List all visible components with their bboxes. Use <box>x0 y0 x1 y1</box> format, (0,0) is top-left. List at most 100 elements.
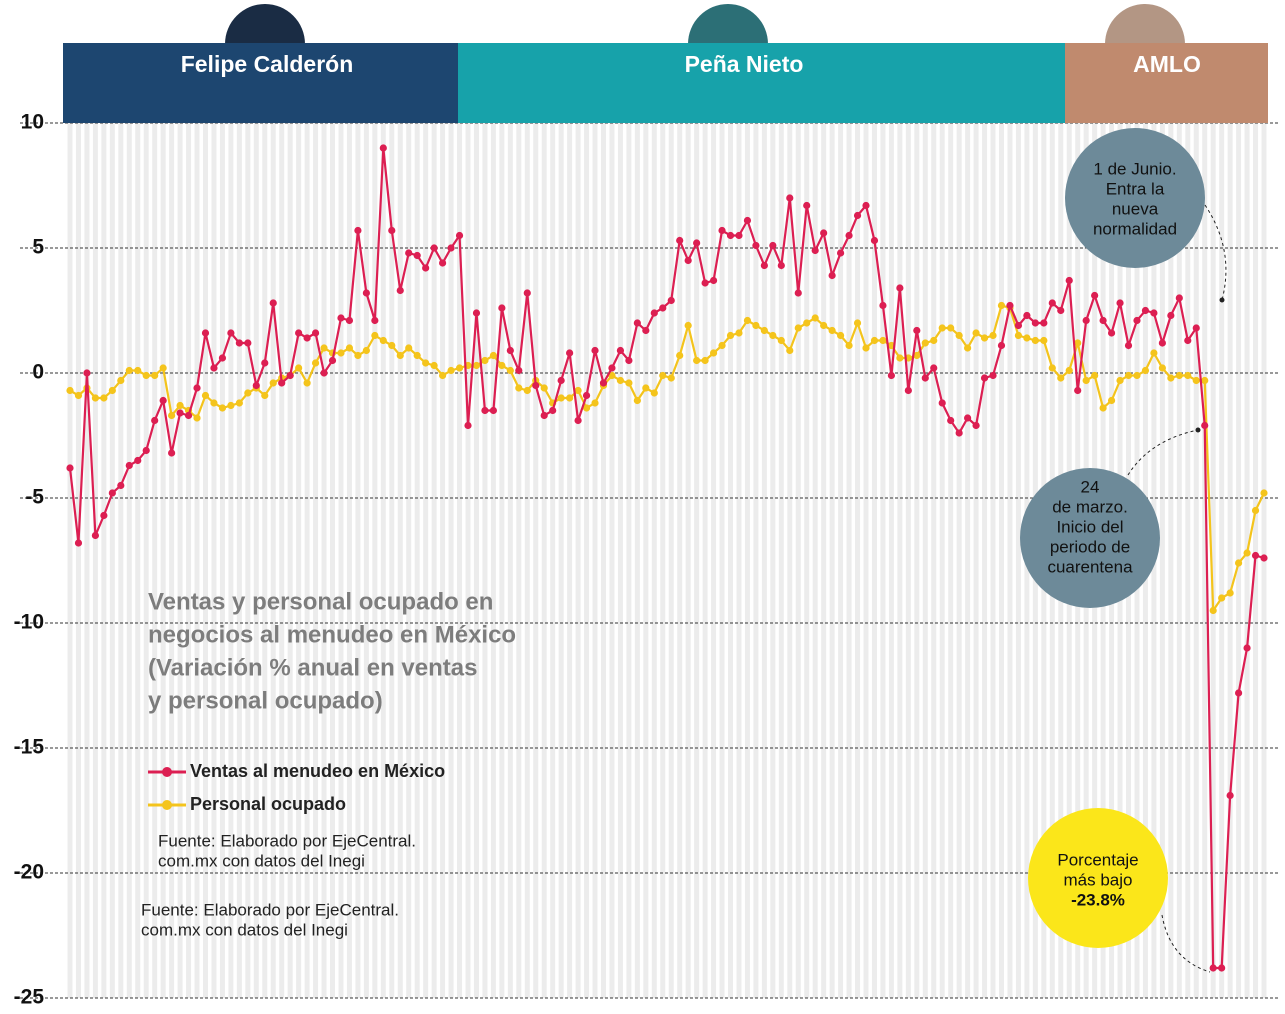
month-stripe <box>541 123 547 998</box>
data-point <box>1260 554 1268 562</box>
data-point <box>134 456 142 465</box>
data-point <box>693 356 701 365</box>
data-point <box>980 334 989 342</box>
data-point <box>481 406 489 415</box>
data-point <box>667 374 675 382</box>
data-point <box>1048 364 1056 372</box>
data-point <box>337 314 345 322</box>
data-point <box>66 386 74 395</box>
data-point <box>1074 386 1082 395</box>
data-point <box>235 339 243 347</box>
data-point <box>328 356 337 365</box>
data-point <box>286 371 294 380</box>
data-point <box>845 231 853 240</box>
month-stripe <box>321 123 327 998</box>
data-point <box>227 329 235 337</box>
data-point <box>1141 366 1150 375</box>
y-tick-label: -25 <box>14 986 45 1009</box>
month-stripe <box>711 123 717 998</box>
data-point <box>566 394 574 402</box>
period-band <box>63 43 458 123</box>
data-point <box>947 416 955 425</box>
month-stripe <box>236 123 242 998</box>
data-point <box>117 376 125 385</box>
data-point <box>74 391 83 400</box>
month-stripe <box>965 123 971 998</box>
data-point <box>1226 791 1234 800</box>
month-stripe <box>838 123 844 998</box>
data-point <box>972 421 980 430</box>
month-stripe <box>67 123 73 998</box>
plot: 10 5 0 -5 -10 -15 -20 -25 Ventas y personal ocup… <box>14 111 1268 1009</box>
data-point <box>388 341 396 350</box>
data-point <box>591 346 599 355</box>
data-point <box>726 231 735 240</box>
annotation-circle <box>1065 128 1205 268</box>
month-stripe <box>186 123 192 998</box>
data-point <box>337 349 345 357</box>
month-stripe <box>812 123 818 998</box>
data-point <box>896 284 904 292</box>
data-point <box>1082 376 1090 385</box>
data-point <box>413 351 421 360</box>
data-point <box>794 289 802 297</box>
data-point <box>1150 349 1158 357</box>
data-point <box>684 321 692 330</box>
data-point <box>311 359 320 367</box>
data-point <box>659 304 667 312</box>
data-point <box>1243 549 1251 557</box>
month-stripe <box>84 123 90 998</box>
month-stripe <box>753 123 759 998</box>
data-point <box>430 361 438 370</box>
month-stripe <box>92 123 98 998</box>
data-point <box>100 394 108 402</box>
month-stripe <box>219 123 225 998</box>
data-point <box>879 336 887 345</box>
month-stripe <box>804 123 810 998</box>
data-point <box>354 226 362 235</box>
month-stripe <box>584 123 590 998</box>
data-point <box>176 401 184 410</box>
data-point <box>718 226 726 235</box>
data-point <box>108 386 116 395</box>
data-point <box>1260 489 1268 497</box>
data-point <box>709 349 718 357</box>
data-point <box>997 301 1006 310</box>
data-point <box>455 364 464 372</box>
data-point <box>540 384 548 392</box>
data-point <box>930 364 938 372</box>
data-point <box>117 481 125 490</box>
month-stripe <box>1193 123 1199 998</box>
month-stripe <box>575 123 581 998</box>
data-point <box>684 256 692 265</box>
data-point <box>879 301 887 310</box>
month-stripe <box>211 123 217 998</box>
data-point <box>91 531 100 540</box>
data-point <box>964 414 972 422</box>
data-point <box>921 339 929 347</box>
month-stripe <box>118 123 124 998</box>
month-stripe <box>457 123 463 998</box>
data-point <box>608 371 616 380</box>
data-point <box>786 346 794 355</box>
data-point <box>269 299 277 307</box>
data-point <box>997 341 1006 350</box>
month-stripe <box>490 123 496 998</box>
data-point <box>201 329 210 337</box>
legend-marker <box>162 767 172 777</box>
data-point <box>498 304 506 312</box>
data-point <box>709 276 718 285</box>
data-point <box>464 421 472 430</box>
data-point <box>557 376 565 385</box>
data-point <box>1065 276 1073 285</box>
data-point <box>481 356 489 365</box>
data-point <box>244 339 252 347</box>
month-stripe <box>931 123 937 998</box>
data-point <box>769 241 777 250</box>
month-stripe <box>736 123 742 998</box>
data-point <box>811 314 819 322</box>
data-point <box>193 384 201 392</box>
y-tick-label: -15 <box>14 736 45 759</box>
data-point <box>125 366 133 375</box>
